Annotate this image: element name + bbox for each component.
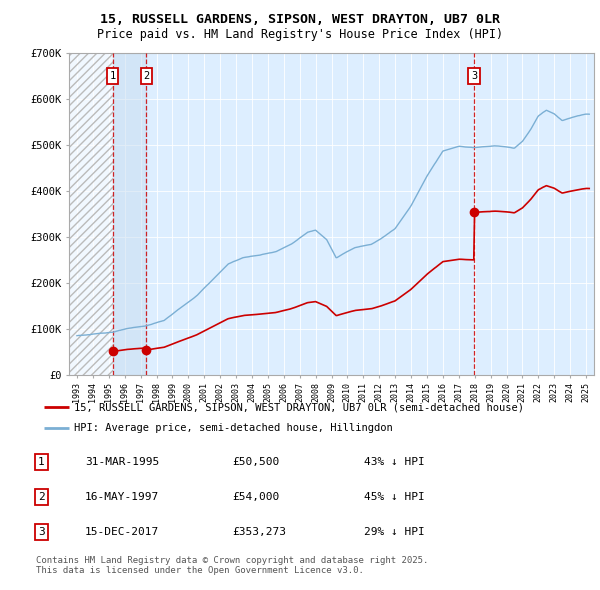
Text: 3: 3 (471, 71, 477, 81)
Text: 1: 1 (110, 71, 116, 81)
Text: 2: 2 (38, 492, 45, 502)
Text: £50,500: £50,500 (233, 457, 280, 467)
Text: HPI: Average price, semi-detached house, Hillingdon: HPI: Average price, semi-detached house,… (74, 422, 393, 432)
Text: 15, RUSSELL GARDENS, SIPSON, WEST DRAYTON, UB7 0LR (semi-detached house): 15, RUSSELL GARDENS, SIPSON, WEST DRAYTO… (74, 402, 524, 412)
Text: 15-DEC-2017: 15-DEC-2017 (85, 527, 160, 537)
Text: 29% ↓ HPI: 29% ↓ HPI (364, 527, 424, 537)
Text: 31-MAR-1995: 31-MAR-1995 (85, 457, 160, 467)
Text: £353,273: £353,273 (233, 527, 287, 537)
Text: 45% ↓ HPI: 45% ↓ HPI (364, 492, 424, 502)
Text: Contains HM Land Registry data © Crown copyright and database right 2025.
This d: Contains HM Land Registry data © Crown c… (36, 556, 428, 575)
Bar (113, 53, 146, 375)
Text: 3: 3 (38, 527, 45, 537)
Text: 1: 1 (38, 457, 45, 467)
Text: 15, RUSSELL GARDENS, SIPSON, WEST DRAYTON, UB7 0LR: 15, RUSSELL GARDENS, SIPSON, WEST DRAYTO… (100, 13, 500, 26)
Bar (69, 53, 113, 375)
Text: 16-MAY-1997: 16-MAY-1997 (85, 492, 160, 502)
Text: £54,000: £54,000 (233, 492, 280, 502)
Bar (69, 53, 113, 375)
Text: Price paid vs. HM Land Registry's House Price Index (HPI): Price paid vs. HM Land Registry's House … (97, 28, 503, 41)
Text: 2: 2 (143, 71, 149, 81)
Text: 43% ↓ HPI: 43% ↓ HPI (364, 457, 424, 467)
